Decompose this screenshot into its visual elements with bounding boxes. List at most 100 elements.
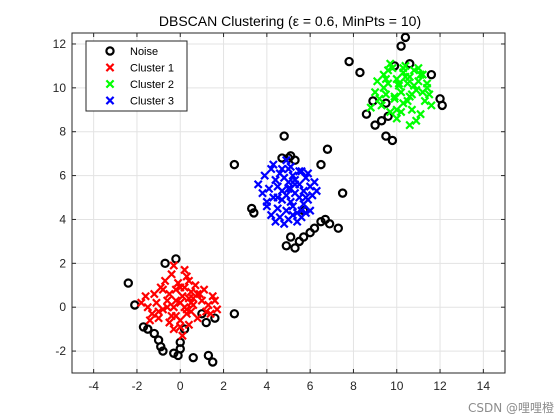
legend-marker	[105, 63, 115, 72]
cluster-point	[366, 103, 376, 112]
cluster-point	[268, 160, 278, 169]
cluster-point	[277, 164, 287, 174]
cluster-point	[186, 287, 196, 297]
cluster-point	[403, 79, 412, 88]
x-tick-label: 6	[307, 379, 314, 393]
cluster-point	[401, 72, 410, 82]
noise-point	[396, 41, 406, 51]
y-tick-label: 4	[59, 212, 66, 226]
watermark: CSDN @哩哩橙	[467, 401, 554, 415]
noise-point	[355, 67, 365, 78]
cluster-point	[158, 305, 168, 314]
noise-point	[400, 32, 411, 43]
cluster-point	[178, 291, 187, 301]
x-tick-label: -2	[132, 379, 143, 393]
cluster-point	[411, 116, 421, 126]
cluster-point	[191, 280, 200, 290]
noise-point	[324, 219, 335, 229]
noise-point	[229, 309, 240, 319]
cluster-point	[312, 186, 322, 196]
noise-point	[290, 155, 300, 165]
cluster-point	[173, 278, 183, 288]
cluster-point	[281, 206, 291, 216]
cluster-point	[297, 166, 306, 176]
y-tick-label: 6	[59, 169, 66, 183]
y-tick-label: 0	[59, 300, 66, 314]
cluster-point	[290, 179, 300, 189]
cluster-point	[377, 101, 386, 110]
noise-point	[376, 116, 387, 126]
cluster-point	[418, 70, 428, 80]
noise-point	[285, 232, 296, 242]
cluster-point	[266, 164, 276, 174]
cluster-point	[178, 331, 187, 341]
cluster-point	[409, 65, 419, 75]
legend-marker	[105, 46, 115, 56]
cluster-point	[379, 83, 389, 93]
cluster-point	[208, 291, 218, 301]
cluster-point	[281, 155, 291, 165]
cluster-point	[186, 307, 196, 316]
cluster-point	[288, 201, 298, 211]
cluster-point	[392, 114, 402, 123]
cluster-point	[136, 298, 146, 308]
noise-point	[175, 344, 185, 354]
cluster-point	[424, 90, 434, 99]
cluster-point	[154, 307, 163, 316]
cluster-point	[160, 276, 170, 286]
cluster-point	[381, 90, 391, 99]
cluster-point	[260, 171, 270, 180]
cluster-point	[394, 81, 404, 91]
cluster-point	[416, 70, 425, 80]
series-3	[253, 155, 322, 229]
cluster-point	[297, 206, 306, 216]
cluster-point	[167, 269, 176, 279]
noise-point	[188, 352, 198, 363]
x-tick-label: 8	[350, 379, 357, 393]
cluster-point	[201, 307, 211, 316]
y-tick-label: 12	[53, 37, 67, 51]
noise-point	[426, 69, 437, 80]
x-tick-label: 10	[390, 379, 404, 393]
cluster-point	[414, 63, 423, 73]
x-tick-label: 4	[264, 379, 271, 393]
cluster-point	[407, 105, 417, 115]
cluster-point	[154, 313, 163, 323]
cluster-point	[286, 197, 296, 207]
noise-point	[387, 135, 398, 146]
noise-point	[249, 208, 259, 218]
cluster-point	[147, 309, 157, 319]
cluster-point	[165, 289, 174, 299]
cluster-point	[266, 210, 276, 220]
series-1	[136, 261, 222, 341]
cluster-point	[186, 298, 196, 308]
cluster-point	[303, 169, 313, 178]
cluster-point	[158, 285, 168, 295]
noise-point	[210, 313, 220, 323]
cluster-point	[143, 302, 153, 312]
noise-point	[279, 131, 289, 141]
cluster-point	[403, 96, 412, 106]
noise-point	[158, 346, 168, 356]
noise-point	[309, 223, 320, 233]
cluster-point	[284, 184, 293, 194]
noise-point	[361, 109, 372, 119]
legend-label: Cluster 3	[130, 96, 174, 108]
legend-label: Cluster 2	[130, 79, 174, 91]
cluster-point	[171, 296, 181, 305]
chart-title: DBSCAN Clustering (ε = 0.6, MinPts = 10)	[159, 13, 421, 29]
cluster-point	[385, 107, 395, 117]
cluster-point	[193, 313, 202, 323]
cluster-point	[294, 166, 304, 176]
x-tick-label: 12	[433, 379, 447, 393]
cluster-point	[383, 65, 393, 75]
cluster-point	[145, 315, 155, 325]
cluster-point	[273, 204, 283, 213]
axes: -4 -2 0 2 4 6 8 10 12 14 -2 0 2 4 6 8 10 12	[53, 32, 506, 393]
noise-point	[123, 278, 133, 288]
cluster-point	[167, 311, 176, 321]
noise-point	[290, 243, 300, 253]
cluster-point	[152, 298, 161, 308]
cluster-point	[427, 101, 436, 110]
